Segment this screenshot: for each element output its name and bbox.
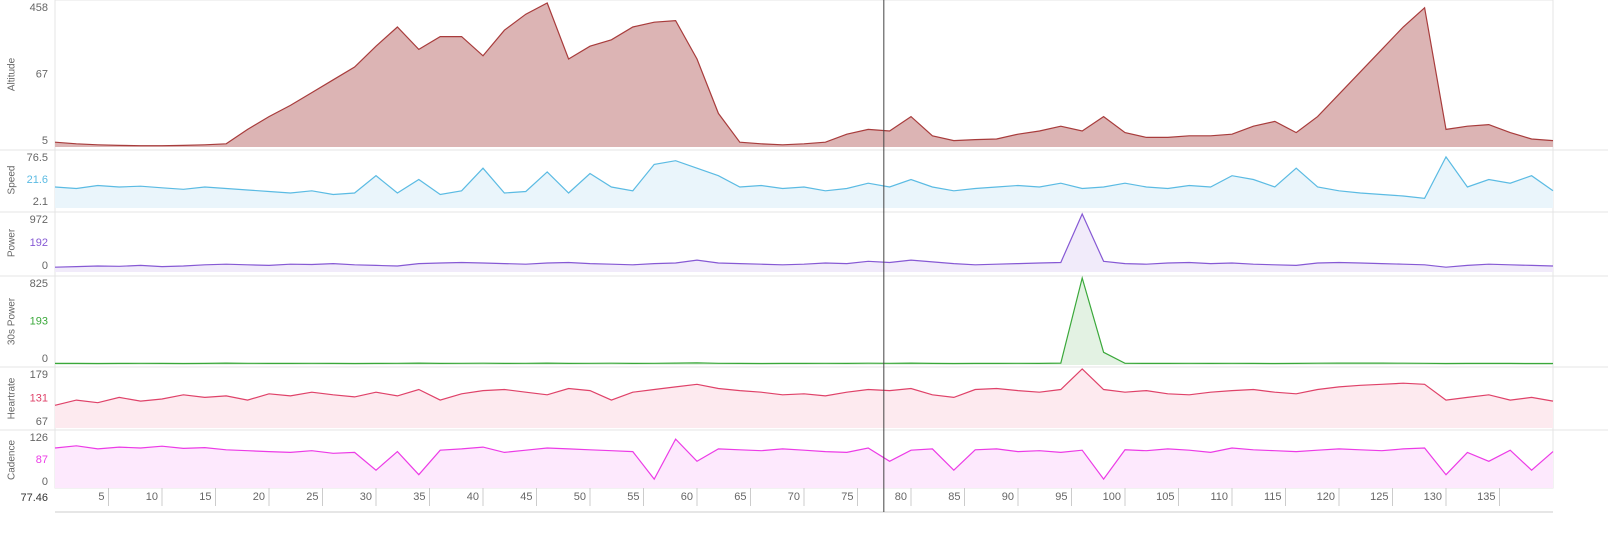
panel-label: Heartrate	[7, 377, 18, 419]
y-tick-label: 193	[30, 315, 48, 327]
area-fill	[55, 369, 1553, 428]
x-tick-label: 45	[520, 491, 532, 503]
x-tick-label: 95	[1055, 491, 1067, 503]
x-tick-label: 50	[574, 491, 586, 503]
x-tick-label: 15	[199, 491, 211, 503]
y-tick-label: 21.6	[27, 174, 48, 186]
y-tick-label: 972	[30, 214, 48, 226]
x-tick-label: 60	[681, 491, 693, 503]
y-tick-label: 67	[36, 68, 48, 80]
area-fill	[55, 214, 1553, 272]
x-tick-label: 130	[1424, 491, 1442, 503]
x-tick-label: 120	[1317, 491, 1335, 503]
x-tick-label: 30	[360, 491, 372, 503]
x-tick-label: 25	[306, 491, 318, 503]
series-line	[54, 438, 1554, 481]
x-tick-label: 90	[1002, 491, 1014, 503]
y-tick-label: 0	[42, 476, 48, 488]
y-tick-label: 5	[42, 135, 48, 147]
y-tick-label: 458	[30, 2, 48, 14]
y-tick-label: 0	[42, 353, 48, 365]
x-tick-label: 35	[413, 491, 425, 503]
area-fill	[55, 156, 1553, 208]
x-tick-label: 85	[948, 491, 960, 503]
area-fill	[55, 3, 1553, 147]
y-tick-label: 825	[30, 278, 48, 290]
x-tick-label: 110	[1210, 491, 1228, 503]
x-tick-label: 125	[1370, 491, 1388, 503]
x-tick-label: 5	[98, 491, 104, 503]
x-tick-label: 80	[895, 491, 907, 503]
x-tick-label: 100	[1103, 491, 1121, 503]
panel-label: Power	[7, 228, 18, 257]
panel-label: Speed	[7, 166, 18, 195]
x-tick-label: 105	[1156, 491, 1174, 503]
panel-label: Cadence	[7, 440, 18, 480]
y-tick-label: 192	[30, 237, 48, 249]
x-tick-label: 75	[841, 491, 853, 503]
panel-label: Altitude	[7, 57, 18, 91]
y-tick-label: 2.1	[33, 196, 48, 208]
cursor-readout: 77.46	[20, 492, 48, 504]
series-line	[54, 2, 1554, 147]
panel-label: 30s Power	[7, 297, 18, 345]
x-tick-label: 40	[467, 491, 479, 503]
y-tick-label: 131	[30, 392, 48, 404]
y-tick-label: 179	[30, 369, 48, 381]
series-line	[54, 368, 1554, 406]
x-tick-label: 10	[146, 491, 158, 503]
y-tick-label: 67	[36, 416, 48, 428]
series-line	[55, 275, 1553, 365]
y-tick-label: 87	[36, 454, 48, 466]
x-tick-label: 115	[1264, 491, 1282, 503]
series-line	[54, 212, 1554, 268]
area-fill	[55, 439, 1553, 488]
y-tick-label: 76.5	[27, 152, 48, 164]
x-tick-label: 65	[734, 491, 746, 503]
x-tick-label: 135	[1477, 491, 1495, 503]
x-tick-label: 70	[788, 491, 800, 503]
x-tick-label: 20	[253, 491, 265, 503]
y-tick-label: 126	[30, 432, 48, 444]
series-line	[54, 155, 1554, 199]
x-tick-label: 55	[627, 491, 639, 503]
y-tick-label: 0	[42, 260, 48, 272]
area-fill	[55, 278, 1553, 365]
